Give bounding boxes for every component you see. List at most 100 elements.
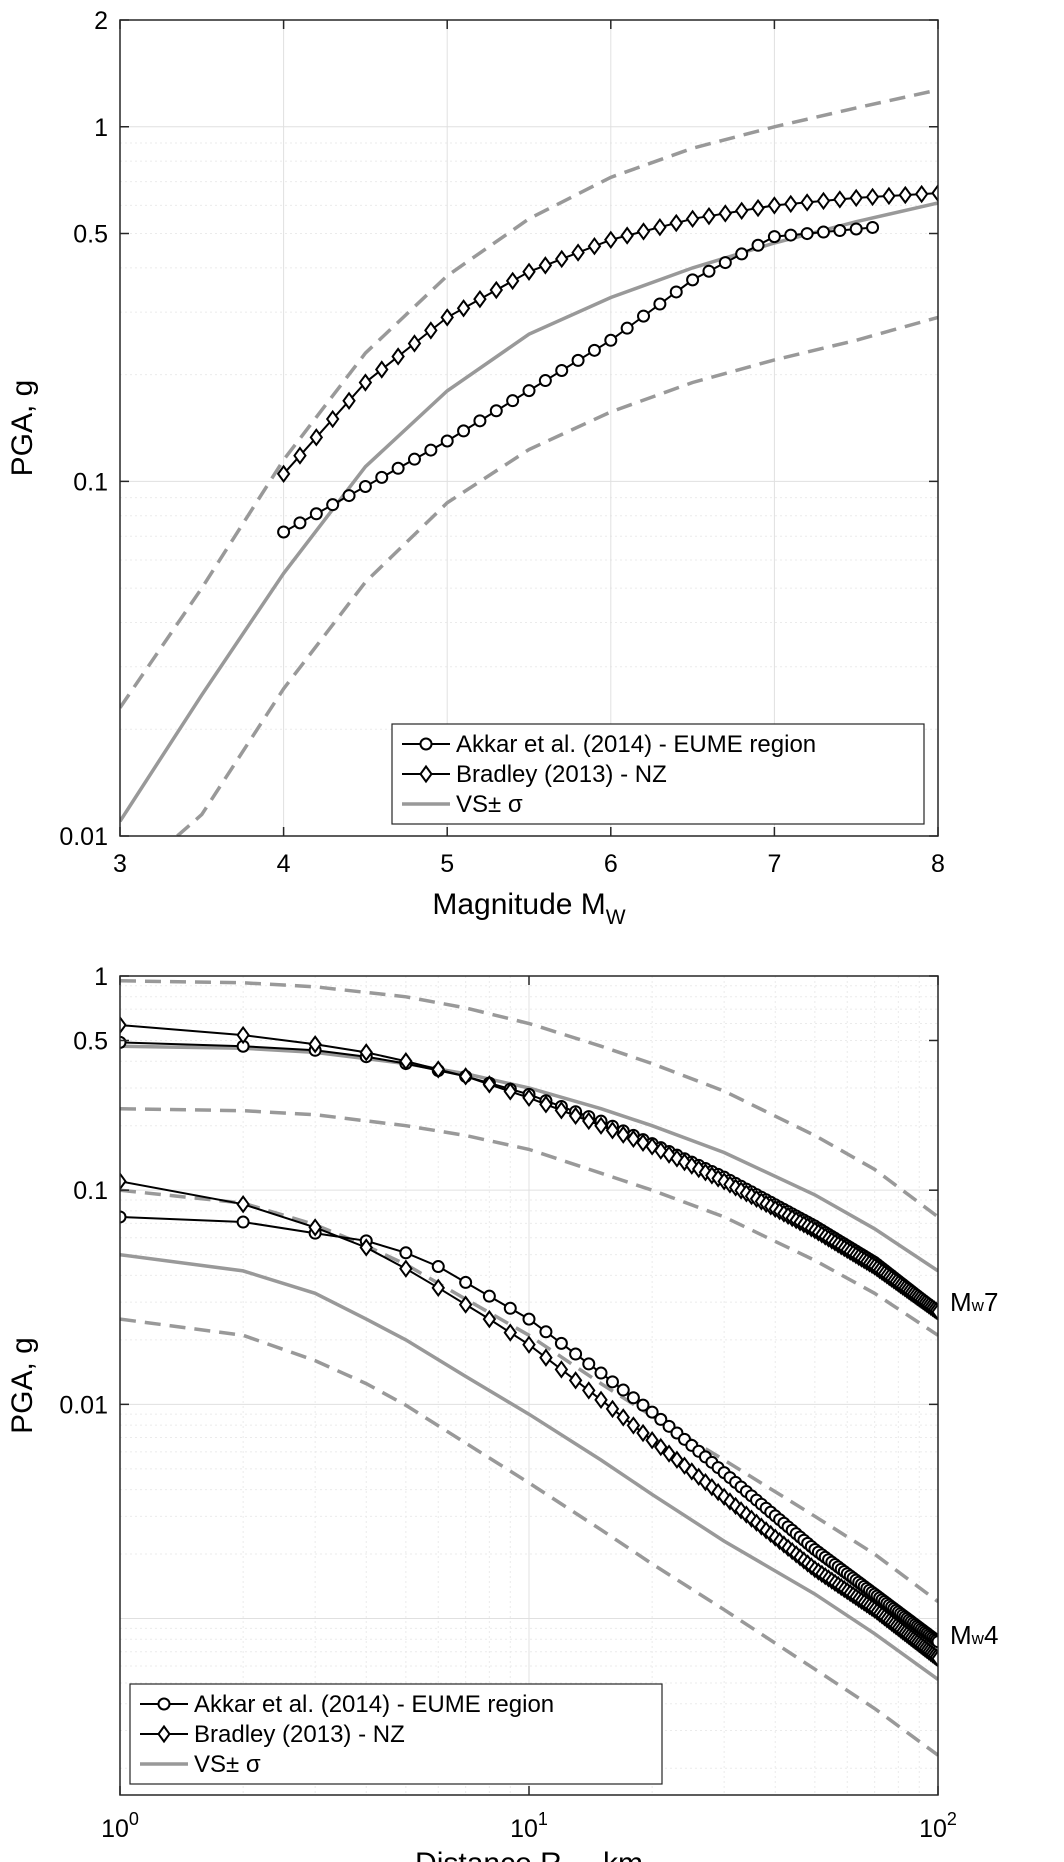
- chart2-magnitude-label-subscript: w: [971, 1296, 985, 1315]
- chart2-diamond-marker: [616, 1408, 630, 1427]
- chart1-diamond-marker: [800, 193, 814, 212]
- chart1-circle-marker: [506, 394, 520, 408]
- chart1-diamond-marker: [620, 226, 634, 245]
- chart1-circle-marker: [735, 247, 749, 261]
- chart2-diamond-marker: [308, 1035, 322, 1054]
- chart2-magnitude-label-prefix: M: [950, 1287, 972, 1317]
- chart1-circle-marker: [784, 228, 798, 242]
- chart2-diamond-marker: [359, 1238, 373, 1257]
- chart1-x-ticks: 3 4 5 6 7 8: [113, 20, 945, 878]
- chart1-x-tick-label: 6: [604, 850, 618, 878]
- chart2-x-axis-label: Distance RJB, km: [415, 1847, 643, 1862]
- chart2-diamond-marker: [636, 1423, 650, 1443]
- chart2-diamond-marker: [539, 1348, 553, 1367]
- chart1-circle-marker: [473, 414, 487, 428]
- chart1-series-1-markers: [276, 183, 938, 484]
- chart1-circle-marker: [457, 424, 471, 438]
- chart1-circle-marker: [669, 285, 683, 299]
- chart1-diamond-marker: [685, 209, 700, 229]
- chart2-diamond-marker: [728, 1496, 743, 1516]
- chart2-legend-label: VS± σ: [194, 1751, 261, 1778]
- chart2-series-6-markers: [120, 1172, 938, 1668]
- chart2-diamond-marker: [539, 1095, 553, 1114]
- chart2-legend-label: Akkar et al. (2014) - EUME region: [194, 1691, 554, 1718]
- chart2-x-tick-exponent: 0: [129, 1809, 139, 1829]
- chart1-diamond-marker: [849, 188, 863, 208]
- chart1-diamond-marker: [358, 373, 373, 392]
- chart2-series-8-dashed-line: [120, 1188, 938, 1604]
- chart2-series-3-dashed-line: [120, 979, 938, 1219]
- chart2-diamond-marker: [616, 1125, 630, 1144]
- chart2-magnitude-label-value: 4: [984, 1620, 998, 1650]
- chart1-circle-marker: [293, 516, 307, 530]
- chart1-x-tick-label: 4: [277, 850, 291, 878]
- chart2-y-tick-label: 0.01: [59, 1391, 108, 1419]
- chart2-x-axis-label-main: Distance R: [415, 1847, 562, 1862]
- chart1-diamond-marker: [554, 249, 569, 269]
- chart2-circle-marker: [459, 1275, 473, 1289]
- chart1-circle-marker: [538, 374, 552, 388]
- chart2-x-tick-label: 102: [919, 1809, 957, 1843]
- chart1-diamond-marker: [587, 236, 602, 256]
- chart1-circle-marker: [587, 343, 601, 357]
- chart2-legend-diamond-marker: [157, 1724, 171, 1744]
- chart2-legend-box: [129, 1683, 663, 1785]
- chart2-magnitude-label-subscript: w: [971, 1629, 985, 1648]
- chart1-diamond-marker: [440, 308, 454, 327]
- chart1-y-tick-label: 1: [94, 114, 108, 142]
- chart2-magnitude-label: Mw4: [950, 1620, 998, 1650]
- chart2-circle-marker: [120, 1210, 127, 1224]
- chart1-circle-marker: [342, 489, 356, 503]
- chart2-diamond-marker: [120, 1172, 127, 1191]
- chart1-x-tick-label: 8: [931, 850, 945, 878]
- chart1-diamond-marker: [522, 262, 536, 281]
- chart1-circle-marker: [767, 230, 781, 244]
- chart1-legend-label: VS± σ: [456, 791, 523, 818]
- chart2: 0.010.10.51100101102Distance RJB, kmPGA,…: [6, 963, 998, 1862]
- chart2-diamond-marker: [503, 1082, 518, 1101]
- chart1-diamond-marker: [816, 191, 831, 211]
- chart2-y-ticks: 0.01 0.1 0.5 1: [59, 963, 938, 1419]
- chart1-diamond-marker: [931, 183, 938, 203]
- chart2-circle-marker: [931, 1635, 938, 1649]
- chart1-circle-marker: [326, 498, 340, 512]
- chart1-diamond-marker: [391, 347, 405, 366]
- chart2-magnitude-label-value: 7: [984, 1287, 998, 1317]
- chart2-diamond-marker: [594, 1116, 608, 1135]
- chart2-magnitude-label: Mw7: [950, 1287, 998, 1317]
- chart2-y-tick-label: 0.5: [73, 1027, 108, 1055]
- chart2-diamond-marker: [482, 1309, 497, 1329]
- chart1-y-ticks: 0.01 0.1 0.5 1 2: [59, 7, 938, 851]
- chart2-circle-marker: [482, 1289, 496, 1303]
- chart1-diamond-marker: [489, 280, 504, 300]
- chart2-circle-marker: [539, 1325, 553, 1339]
- chart1-x-tick-label: 5: [440, 850, 454, 878]
- chart1-circle-marker: [718, 256, 732, 270]
- chart1-circle-marker: [571, 353, 585, 367]
- chart2-diamond-marker: [568, 1371, 583, 1390]
- chart2-diamond-marker: [522, 1335, 536, 1354]
- chart1-series: [120, 88, 938, 836]
- chart2-diamond-marker: [568, 1106, 583, 1126]
- chart2-circle-marker: [554, 1336, 568, 1350]
- chart1-legend-box: [391, 723, 925, 825]
- chart2-x-ticks: 100 101 102: [101, 976, 957, 1843]
- chart1-x-axis-label-subscript: W: [606, 906, 626, 929]
- chart2-circle-marker: [605, 1375, 619, 1389]
- chart1-diamond-marker: [636, 222, 651, 241]
- chart1-y-tick-label: 0.5: [73, 221, 108, 249]
- chart2-circle-marker: [626, 1391, 640, 1405]
- chart1-diamond-marker: [456, 299, 471, 318]
- chart2-circle-marker: [594, 1366, 608, 1380]
- chart2-x-tick-label: 101: [510, 1809, 548, 1843]
- chart1-circle-marker: [686, 273, 700, 287]
- chart2-diamond-marker: [431, 1278, 446, 1298]
- chart2-diamond-marker: [399, 1259, 413, 1278]
- chart2-diamond-marker: [522, 1088, 536, 1107]
- chart2-diamond-marker: [554, 1360, 569, 1379]
- chart2-circle-marker: [120, 1035, 127, 1049]
- chart1-diamond-marker: [473, 289, 487, 309]
- chart2-circle-marker: [569, 1347, 583, 1361]
- chart1-circle-marker: [424, 443, 438, 457]
